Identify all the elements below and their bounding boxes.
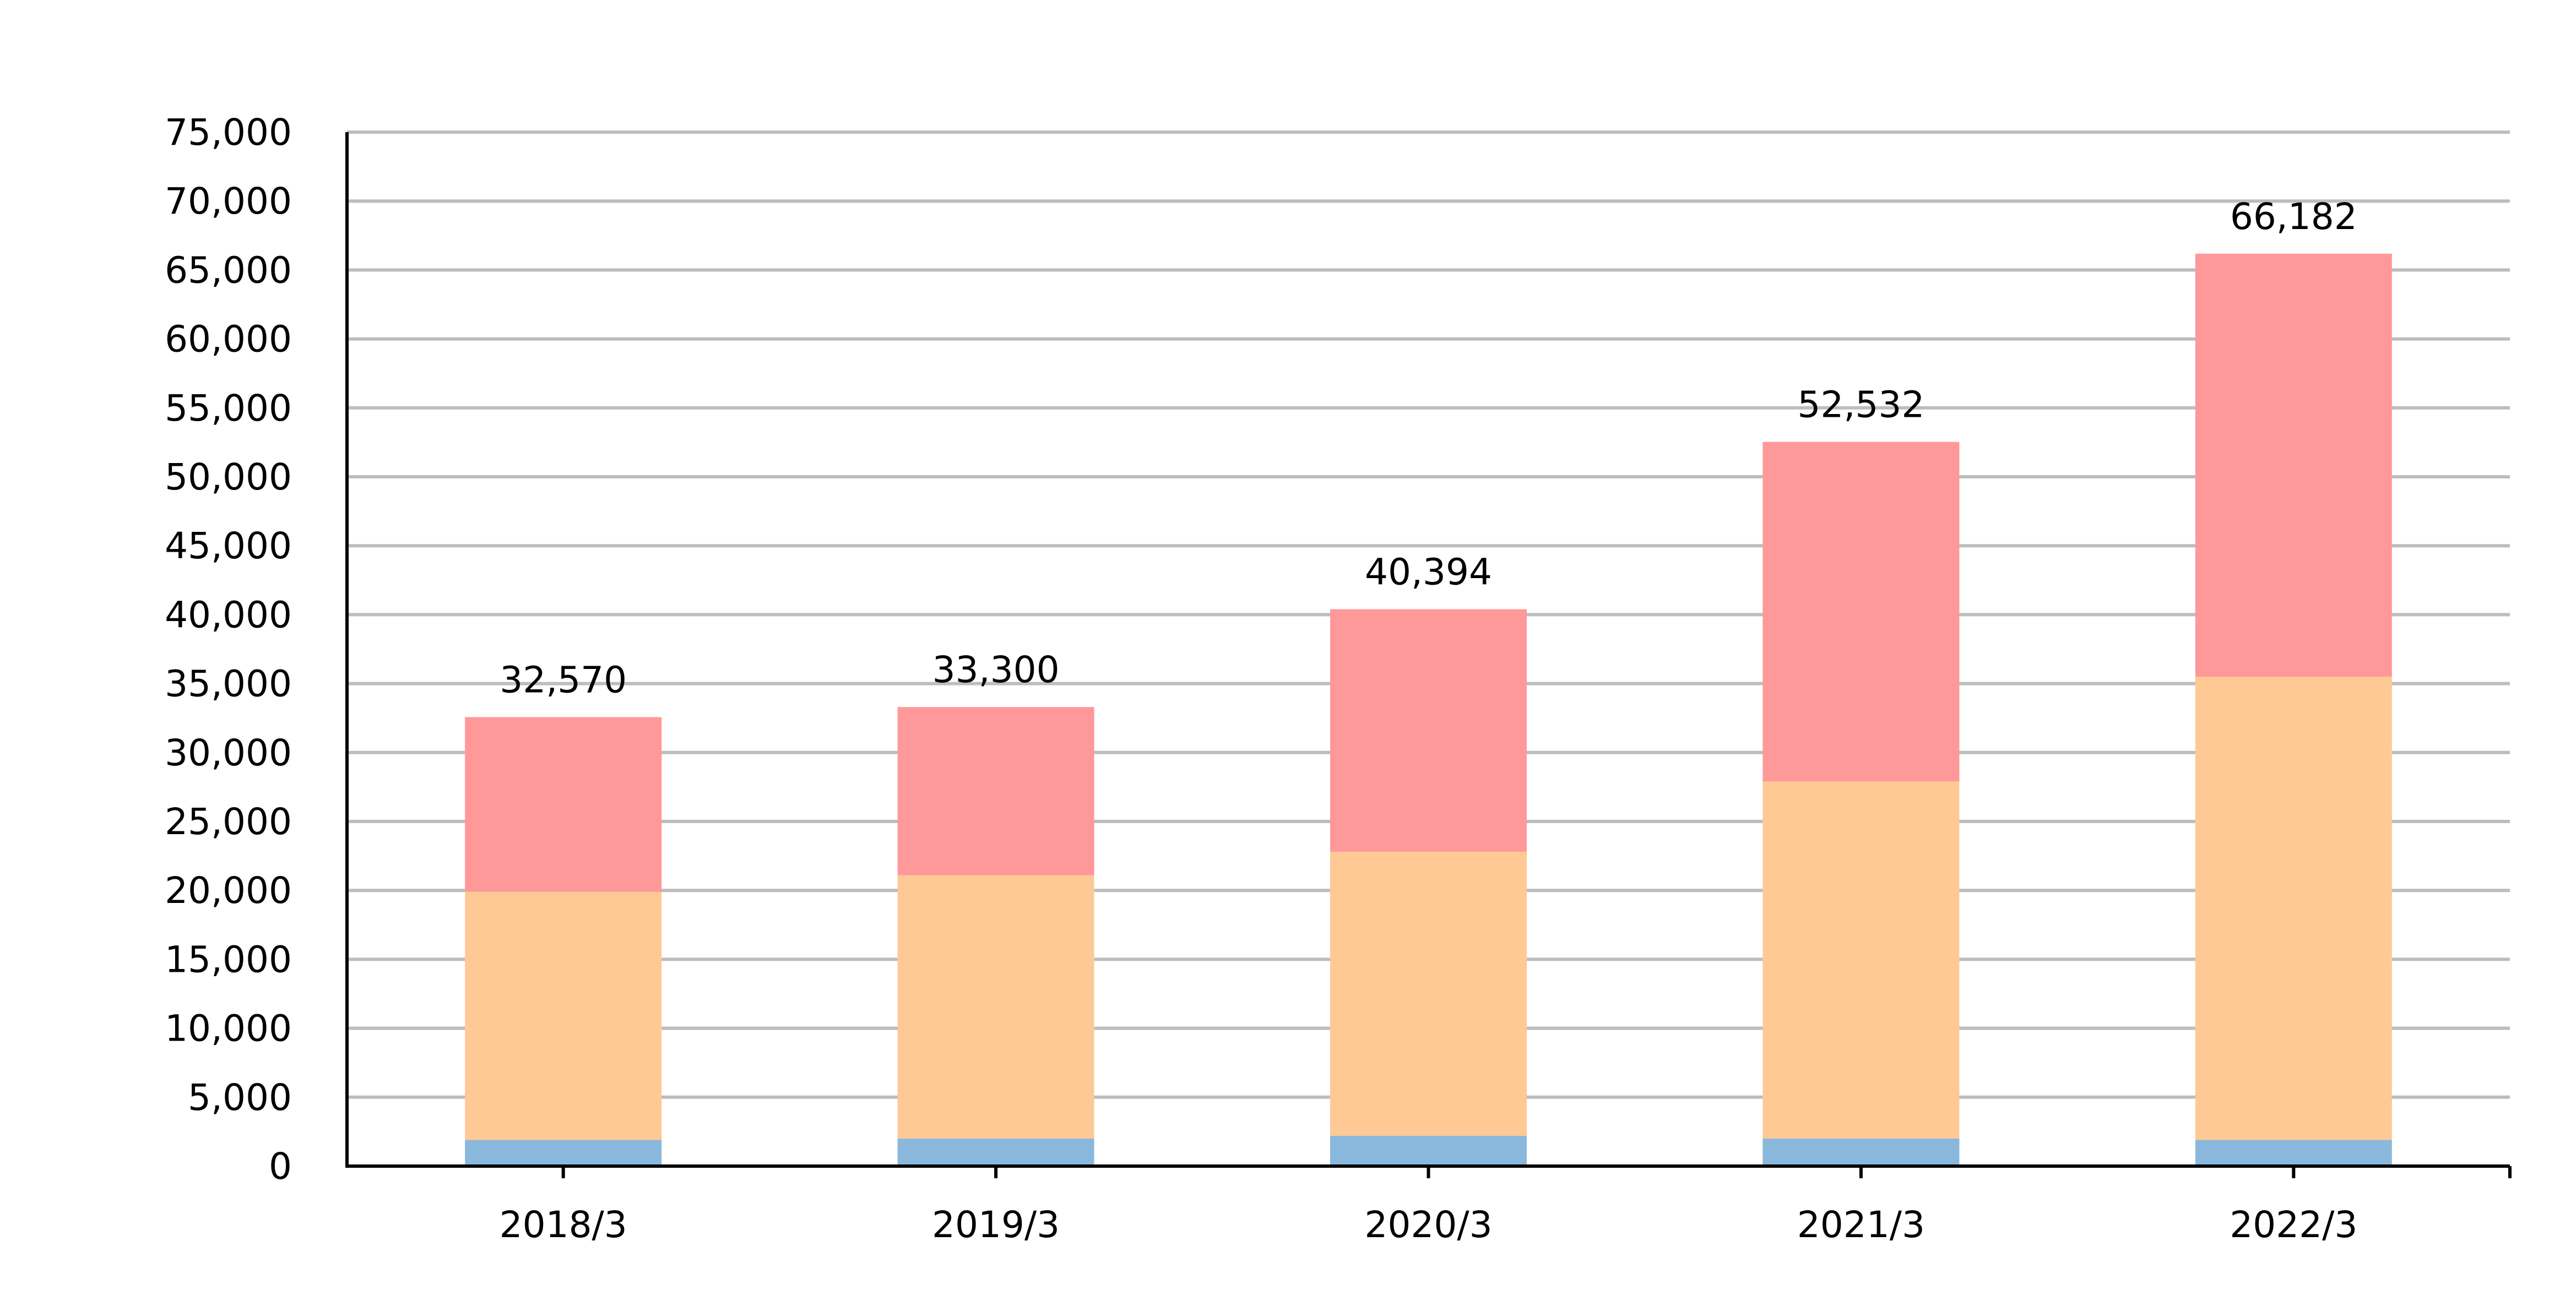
bar-segment-series-1 [1330, 1135, 1527, 1166]
bar-segment-series-1 [465, 1140, 662, 1166]
bar-segment-series-3 [1330, 609, 1527, 852]
bar-segment-series-2 [465, 891, 662, 1140]
y-tick-label: 40,000 [165, 594, 292, 636]
y-tick-label: 45,000 [165, 525, 292, 567]
bar-segment-series-1 [897, 1138, 1094, 1166]
y-tick-label: 10,000 [165, 1008, 292, 1050]
bar-total-label: 32,570 [500, 658, 627, 701]
bar-segment-series-3 [1762, 442, 1960, 782]
axis-layer [345, 132, 2512, 1178]
bar-layer [465, 253, 2392, 1166]
x-tick-label: 2020/3 [1364, 1204, 1492, 1246]
y-tick-label: 20,000 [165, 869, 292, 912]
y-tick-label: 5,000 [188, 1076, 292, 1119]
x-tick-label: 2018/3 [500, 1204, 627, 1246]
y-tick-label: 55,000 [165, 387, 292, 429]
y-tick-label: 0 [269, 1145, 292, 1188]
bar-segment-series-3 [465, 717, 662, 892]
bar-total-label: 66,182 [2230, 195, 2357, 238]
bar-segment-series-2 [2195, 677, 2392, 1140]
y-tick-label: 60,000 [165, 318, 292, 361]
bar-total-label: 40,394 [1365, 551, 1492, 594]
y-tick-label: 50,000 [165, 456, 292, 498]
bar-segment-series-2 [1330, 852, 1527, 1136]
bar-segment-series-3 [897, 707, 1094, 875]
bar-segment-series-2 [897, 875, 1094, 1139]
bar-total-label: 52,532 [1797, 384, 1924, 426]
y-tick-label: 25,000 [165, 801, 292, 843]
y-tick-label: 65,000 [165, 249, 292, 291]
bar-segment-series-3 [2195, 253, 2392, 677]
x-tick-label: 2021/3 [1797, 1204, 1925, 1246]
y-tick-label: 15,000 [165, 938, 292, 981]
bar-total-label: 33,300 [932, 649, 1060, 691]
y-tick-label: 70,000 [165, 180, 292, 222]
bar-segment-series-2 [1762, 781, 1960, 1139]
label-layer: 0 5,000 10,000 15,000 20,000 25,000 30,000 35,0… [165, 111, 2357, 1246]
y-tick-label: 30,000 [165, 732, 292, 774]
x-tick-label: 2019/3 [932, 1204, 1060, 1246]
bar-segment-series-1 [2195, 1140, 2392, 1166]
y-tick-label: 35,000 [165, 663, 292, 705]
y-tick-label: 75,000 [165, 111, 292, 154]
x-tick-label: 2022/3 [2230, 1204, 2357, 1246]
bar-segment-series-1 [1762, 1138, 1960, 1166]
